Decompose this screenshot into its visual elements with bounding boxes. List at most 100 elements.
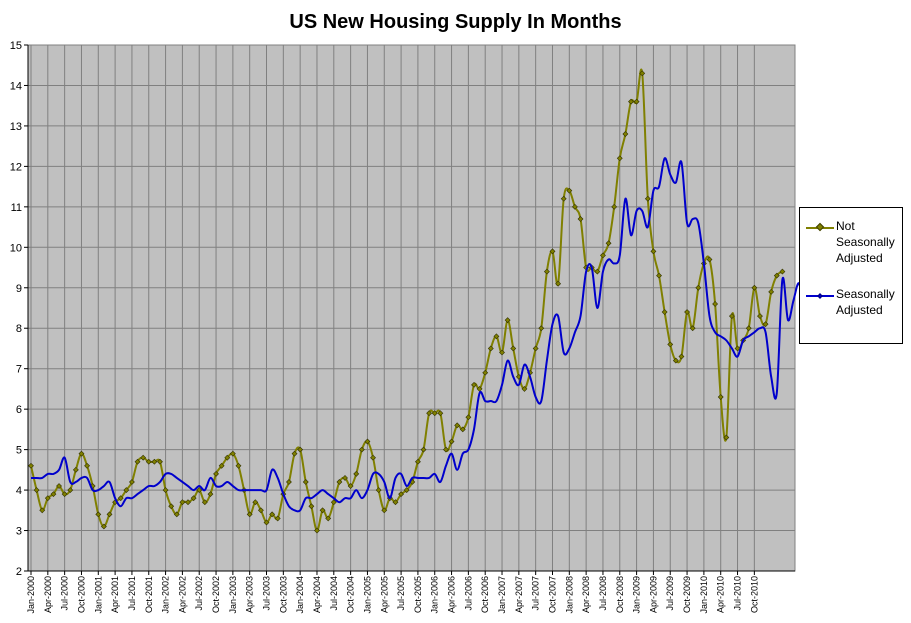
data-point-not-seasonally-adjusted xyxy=(67,487,74,494)
x-tick-label: Jul-2006 xyxy=(463,576,473,611)
data-point-not-seasonally-adjusted xyxy=(571,203,578,210)
data-point-not-seasonally-adjusted xyxy=(538,325,545,332)
data-point-not-seasonally-adjusted xyxy=(543,268,550,275)
x-tick-label: Oct-2009 xyxy=(682,576,692,613)
data-point-not-seasonally-adjusted xyxy=(594,268,601,275)
x-tick-label: Apr-2007 xyxy=(514,576,524,613)
data-point-not-seasonally-adjusted xyxy=(257,507,264,514)
data-point-not-seasonally-adjusted xyxy=(229,450,236,457)
data-point-not-seasonally-adjusted xyxy=(622,131,629,137)
data-point-not-seasonally-adjusted xyxy=(566,187,573,194)
data-point-not-seasonally-adjusted xyxy=(291,450,298,457)
legend-label-seasonally-adjusted: Seasonally Adjusted xyxy=(836,287,895,317)
data-point-not-seasonally-adjusted xyxy=(218,462,225,469)
x-tick-label: Jan-2010 xyxy=(699,576,709,614)
data-point-not-seasonally-adjusted xyxy=(375,487,382,494)
data-point-not-seasonally-adjusted xyxy=(325,515,332,522)
data-point-not-seasonally-adjusted xyxy=(381,507,388,514)
data-point-not-seasonally-adjusted xyxy=(157,458,163,465)
data-point-not-seasonally-adjusted xyxy=(779,268,786,275)
x-axis-tick-labels: Jan-2000 Apr-2000 Jul-2000 Oct-2000 Jan-2001… xyxy=(26,576,759,614)
data-point-not-seasonally-adjusted xyxy=(437,410,444,417)
data-point-not-seasonally-adjusted xyxy=(78,450,85,457)
data-point-not-seasonally-adjusted xyxy=(773,272,780,279)
data-point-not-seasonally-adjusted xyxy=(319,507,326,514)
data-point-not-seasonally-adjusted xyxy=(207,491,214,498)
legend-swatch-not-seasonally-adjusted xyxy=(806,222,834,232)
data-point-not-seasonally-adjusted xyxy=(493,333,500,340)
data-point-not-seasonally-adjusted xyxy=(717,394,724,400)
plot-area xyxy=(27,44,796,572)
x-tick-label: Jan-2007 xyxy=(497,576,507,614)
data-point-not-seasonally-adjusted xyxy=(134,458,141,465)
y-tick-label: 4 xyxy=(16,485,22,497)
diamond-marker-icon xyxy=(815,222,825,232)
x-tick-label: Oct-2005 xyxy=(413,576,423,613)
data-point-not-seasonally-adjusted xyxy=(123,487,130,494)
data-point-not-seasonally-adjusted xyxy=(712,301,719,307)
data-point-not-seasonally-adjusted xyxy=(504,317,511,324)
series-lines xyxy=(28,68,823,534)
x-tick-label: Jul-2004 xyxy=(329,576,339,611)
data-point-not-seasonally-adjusted xyxy=(140,454,147,461)
x-tick-label: Oct-2010 xyxy=(749,576,759,613)
data-point-not-seasonally-adjusted xyxy=(173,511,180,518)
legend: Not Seasonally Adjusted Seasonally Adjus… xyxy=(799,207,903,344)
data-point-not-seasonally-adjusted xyxy=(269,511,276,518)
y-tick-label: 6 xyxy=(16,404,22,416)
data-point-not-seasonally-adjusted xyxy=(297,446,304,453)
x-tick-label: Apr-2001 xyxy=(110,576,120,613)
data-point-not-seasonally-adjusted xyxy=(633,98,640,105)
y-tick-label: 10 xyxy=(10,242,22,254)
data-point-not-seasonally-adjusted xyxy=(560,195,567,202)
x-tick-label: Jan-2004 xyxy=(295,576,305,614)
data-point-not-seasonally-adjusted xyxy=(235,462,242,469)
x-tick-label: Apr-2008 xyxy=(581,576,591,613)
data-point-not-seasonally-adjusted xyxy=(145,458,152,465)
data-point-not-seasonally-adjusted xyxy=(706,256,713,263)
data-point-not-seasonally-adjusted xyxy=(689,325,696,332)
x-tick-label: Jul-2008 xyxy=(598,576,608,611)
y-tick-label: 9 xyxy=(16,283,22,295)
data-point-not-seasonally-adjusted xyxy=(398,491,405,498)
data-point-not-seasonally-adjusted xyxy=(190,495,197,502)
x-tick-label: Oct-2007 xyxy=(547,576,557,613)
x-tick-label: Jul-2009 xyxy=(665,576,675,611)
data-point-not-seasonally-adjusted xyxy=(549,248,556,255)
data-point-not-seasonally-adjusted xyxy=(644,195,651,202)
data-point-not-seasonally-adjusted xyxy=(330,499,337,506)
axes xyxy=(24,44,795,575)
data-point-not-seasonally-adjusted xyxy=(443,446,449,453)
data-point-not-seasonally-adjusted xyxy=(370,454,376,461)
data-point-not-seasonally-adjusted xyxy=(695,284,702,291)
x-tick-label: Apr-2010 xyxy=(716,576,726,613)
data-point-not-seasonally-adjusted xyxy=(263,519,270,526)
x-tick-label: Oct-2002 xyxy=(211,576,221,613)
y-tick-label: 13 xyxy=(10,121,22,133)
y-tick-label: 5 xyxy=(16,445,22,457)
data-point-not-seasonally-adjusted xyxy=(745,325,752,332)
y-tick-label: 14 xyxy=(10,80,22,92)
data-point-not-seasonally-adjusted xyxy=(179,499,186,506)
data-point-not-seasonally-adjusted xyxy=(454,422,461,429)
data-point-not-seasonally-adjusted xyxy=(95,511,102,518)
data-point-not-seasonally-adjusted xyxy=(33,487,40,494)
x-tick-label: Oct-2008 xyxy=(615,576,625,613)
data-point-not-seasonally-adjusted xyxy=(61,491,68,498)
data-point-not-seasonally-adjusted xyxy=(213,470,219,477)
data-point-not-seasonally-adjusted xyxy=(252,499,259,506)
data-point-not-seasonally-adjusted xyxy=(521,385,528,392)
data-point-not-seasonally-adjusted xyxy=(768,288,775,295)
data-point-not-seasonally-adjusted xyxy=(72,466,79,473)
x-tick-label: Jan-2003 xyxy=(228,576,238,614)
legend-swatch-seasonally-adjusted xyxy=(806,293,834,299)
data-point-not-seasonally-adjusted xyxy=(56,483,62,489)
data-point-not-seasonally-adjusted xyxy=(678,353,685,360)
x-tick-label: Apr-2000 xyxy=(43,576,53,613)
data-point-not-seasonally-adjusted xyxy=(308,503,315,510)
data-point-not-seasonally-adjusted xyxy=(661,309,668,315)
x-tick-label: Jul-2001 xyxy=(127,576,137,611)
data-point-not-seasonally-adjusted xyxy=(50,491,57,498)
x-tick-label: Jan-2000 xyxy=(26,576,36,614)
